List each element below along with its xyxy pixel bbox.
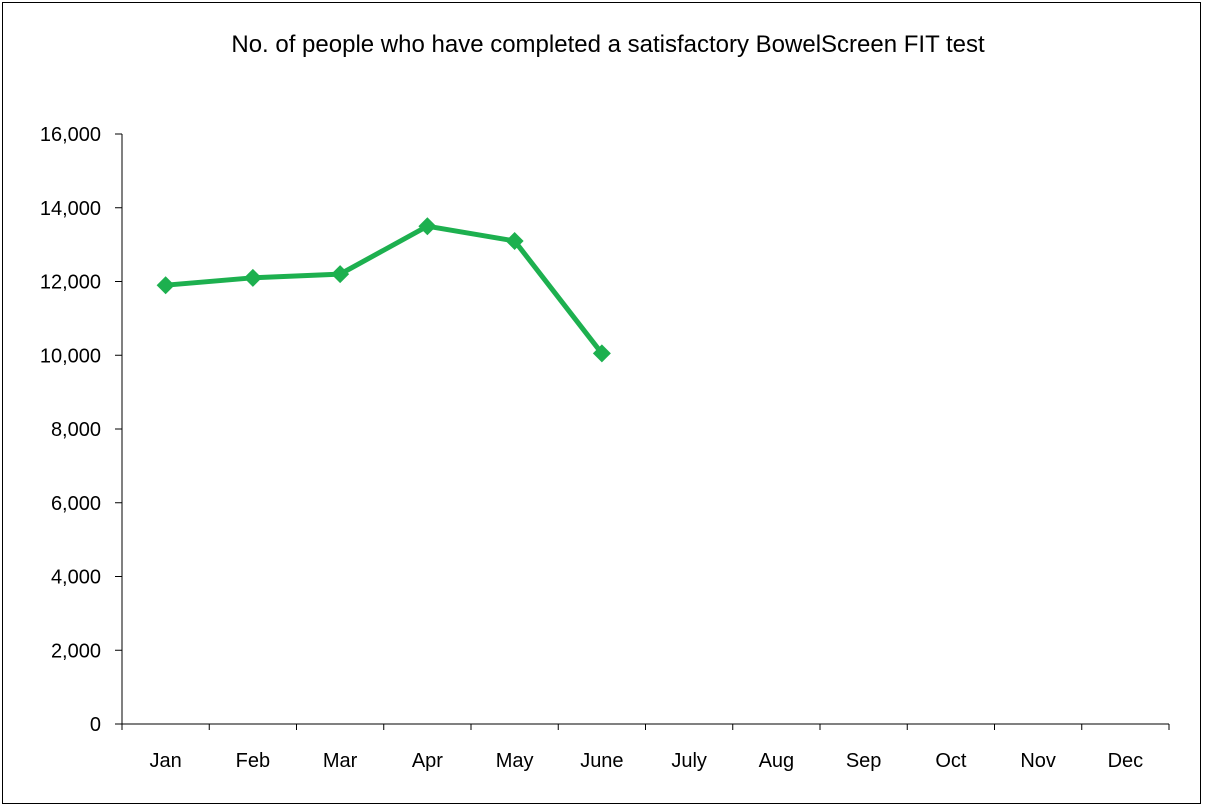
x-tick-label: Feb <box>236 750 270 772</box>
y-tick-label: 4,000 <box>51 567 101 589</box>
x-tick-label: Oct <box>935 750 967 772</box>
data-point-marker <box>243 268 262 287</box>
x-tick-label: Sep <box>846 750 882 772</box>
y-tick-label: 6,000 <box>51 493 101 515</box>
y-tick-label: 12,000 <box>40 272 101 294</box>
x-tick-label: Mar <box>323 750 358 772</box>
x-tick-label: Dec <box>1108 750 1144 772</box>
x-tick-label: Nov <box>1020 750 1056 772</box>
y-tick-label: 8,000 <box>51 419 101 441</box>
x-tick-label: July <box>671 750 707 772</box>
series-line <box>165 223 604 355</box>
data-point-marker <box>156 276 175 295</box>
x-tick-label: Aug <box>759 750 795 772</box>
y-tick-label: 0 <box>90 714 101 736</box>
data-point-marker <box>505 231 524 250</box>
data-point-marker <box>418 217 437 236</box>
x-tick-label: Apr <box>412 750 443 772</box>
x-tick-label: June <box>580 750 623 772</box>
series-group <box>156 217 611 363</box>
y-tick-label: 14,000 <box>40 198 101 220</box>
x-axis-ticks: Jan Feb Mar Apr May June July Aug Sep Oct Nov Dec <box>121 724 1170 772</box>
y-tick-label: 10,000 <box>40 345 101 367</box>
x-tick-label: May <box>496 750 534 772</box>
chart-title: No. of people who have completed a satis… <box>231 31 985 58</box>
data-point-marker <box>331 265 350 284</box>
y-tick-label: 16,000 <box>40 124 101 146</box>
x-tick-label: Jan <box>150 750 182 772</box>
y-axis-ticks: 0 2,000 4,000 6,000 8,000 10,000 12,000 14,000 1… <box>40 124 122 736</box>
y-tick-label: 2,000 <box>51 640 101 662</box>
data-point-marker <box>592 344 611 363</box>
